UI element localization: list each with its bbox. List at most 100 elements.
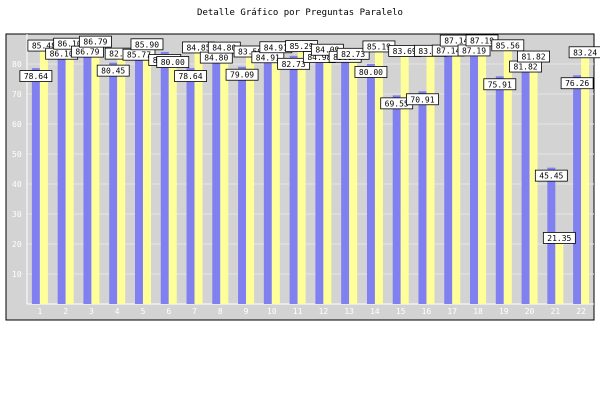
data-label-text: 87.14 xyxy=(444,37,468,46)
data-label: 84.80 xyxy=(199,51,233,64)
data-label-box xyxy=(354,66,388,78)
data-label: 79.09 xyxy=(225,68,259,81)
bar xyxy=(220,49,229,304)
data-label: 87.19 xyxy=(457,44,491,57)
bar xyxy=(289,55,298,305)
bar xyxy=(573,75,582,304)
bar xyxy=(581,54,590,304)
data-label-text: 82.73 xyxy=(341,50,365,59)
x-tick-label: 20 xyxy=(525,307,535,316)
data-label-text: 84.80 xyxy=(204,54,228,63)
data-label: 81.82 xyxy=(517,50,550,63)
data-label: 81.82 xyxy=(509,60,542,73)
data-label-text: 69.55 xyxy=(385,99,409,108)
data-label-text: 82.79 xyxy=(109,50,133,59)
data-label-text: 76.26 xyxy=(565,79,589,88)
data-label-text: 83.50 xyxy=(238,48,262,57)
y-tick-label: 20 xyxy=(12,240,22,249)
bar xyxy=(418,91,427,305)
bar xyxy=(263,49,272,304)
data-label-box xyxy=(156,56,190,68)
data-label: 80.00 xyxy=(156,56,190,68)
x-tick-label: 11 xyxy=(293,307,303,316)
data-label-box xyxy=(277,57,311,70)
bar xyxy=(160,51,169,304)
bar xyxy=(238,66,247,304)
bar xyxy=(366,64,375,304)
bar xyxy=(400,52,409,305)
y-tick-label: 70 xyxy=(12,90,22,99)
data-label-text: 84.85 xyxy=(186,43,210,52)
y-tick-label: 30 xyxy=(12,210,22,219)
data-label: 75.91 xyxy=(483,78,517,91)
bar xyxy=(374,48,383,305)
x-tick-label: 5 xyxy=(141,307,146,316)
data-label-text: 86.10 xyxy=(58,40,82,49)
data-label-text: 87.19 xyxy=(462,46,486,55)
x-tick-label: 10 xyxy=(267,307,277,316)
bar xyxy=(142,46,151,305)
data-label-box xyxy=(130,38,164,51)
data-label-box xyxy=(96,64,130,77)
bar xyxy=(194,49,203,305)
bar xyxy=(65,45,74,304)
y-tick-label: 80 xyxy=(12,60,22,69)
x-tick-label: 3 xyxy=(89,307,94,316)
bar xyxy=(109,62,118,305)
y-tick-label: 50 xyxy=(12,150,22,159)
data-label: 70.91 xyxy=(406,93,439,106)
data-label-box xyxy=(406,93,439,106)
bar xyxy=(341,48,350,304)
y-tick-label: 60 xyxy=(12,120,22,129)
data-label-text: 86.10 xyxy=(50,50,74,59)
bar xyxy=(529,58,538,304)
data-label-box xyxy=(491,39,525,52)
data-label-text: 85.29 xyxy=(290,42,314,51)
bar xyxy=(495,76,504,305)
x-tick-label: 18 xyxy=(473,307,483,316)
data-label: 76.26 xyxy=(560,77,594,90)
bar xyxy=(91,43,100,304)
x-tick-label: 4 xyxy=(115,307,120,316)
data-label-box xyxy=(542,232,576,244)
bar xyxy=(521,58,530,304)
x-tick-label: 2 xyxy=(63,307,68,316)
bar xyxy=(212,49,221,304)
x-tick-label: 13 xyxy=(344,307,354,316)
x-tick-label: 9 xyxy=(244,307,249,316)
data-label-text: 79.09 xyxy=(230,71,254,80)
bar xyxy=(323,51,332,305)
bar xyxy=(478,42,487,305)
data-label-text: 81.82 xyxy=(514,63,538,72)
data-label-text: 21.35 xyxy=(547,234,571,243)
bar xyxy=(297,48,306,304)
x-tick-label: 16 xyxy=(422,307,432,316)
data-label-box xyxy=(19,70,53,82)
data-label-text: 80.00 xyxy=(359,68,383,77)
data-label: 83.24 xyxy=(568,46,600,59)
data-label-text: 84.91 xyxy=(264,43,288,52)
data-label-text: 87.19 xyxy=(470,36,494,45)
bar xyxy=(315,49,324,305)
data-label-text: 82.73 xyxy=(282,60,306,69)
data-label-text: 87.14 xyxy=(436,47,460,56)
x-tick-label: 1 xyxy=(37,307,42,316)
bar xyxy=(31,68,40,304)
data-label: 85.90 xyxy=(130,38,164,51)
data-label-text: 80.45 xyxy=(101,67,125,76)
bar xyxy=(349,55,358,305)
bar xyxy=(452,42,461,305)
x-tick-label: 8 xyxy=(218,307,223,316)
y-tick-label: 40 xyxy=(12,180,22,189)
data-label-text: 83.69 xyxy=(393,47,417,56)
data-label: 86.79 xyxy=(79,35,112,48)
y-tick-label: 10 xyxy=(12,270,22,279)
data-label-text: 85.77 xyxy=(127,51,151,60)
data-label-text: 85.48 xyxy=(32,42,56,51)
bar xyxy=(444,42,453,305)
data-label-text: 84.91 xyxy=(256,53,280,62)
data-label-text: 45.45 xyxy=(539,172,563,181)
x-tick-label: 15 xyxy=(396,307,406,316)
data-label-text: 83.24 xyxy=(573,48,597,57)
x-tick-label: 7 xyxy=(192,307,197,316)
